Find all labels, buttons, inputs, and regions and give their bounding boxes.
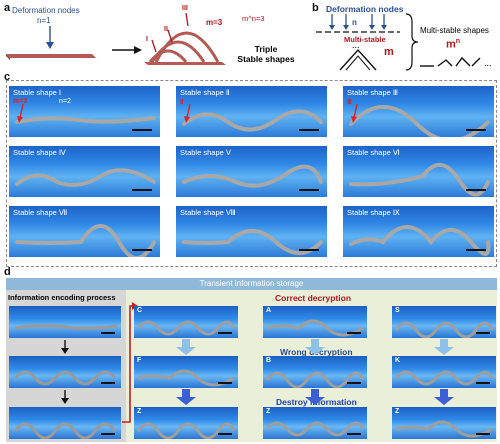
panel-c-frame	[6, 80, 497, 267]
scale-bar	[218, 433, 232, 435]
panel-b-diagram	[316, 13, 481, 71]
decryption-letter: Z	[395, 408, 400, 415]
decryption-letter: A	[266, 307, 272, 314]
decryption-letter: K	[395, 357, 401, 364]
stable-shape-tile: Stable shape Ⅵ	[343, 146, 494, 197]
stable-shape-label: Stable shape Ⅰ	[13, 88, 62, 97]
stable-shape-tile: Stable shape Ⅴ	[176, 146, 327, 197]
panel-b-label: b	[312, 2, 319, 14]
red-arrow-icon	[184, 104, 191, 123]
stable-shape-label: Stable shape Ⅷ	[180, 208, 236, 217]
decryption-letter: B	[266, 357, 272, 364]
scale-bar	[347, 433, 361, 435]
down-arrow-icon	[176, 389, 196, 405]
encoding-step-3	[9, 407, 121, 439]
encoding-step-2	[9, 356, 121, 388]
marker-i: I	[146, 36, 148, 43]
stable-shape-marker: Ⅲ	[347, 99, 352, 106]
stable-shape-label: Stable shape Ⅳ	[13, 148, 66, 157]
decryption-tile: Z	[134, 407, 238, 439]
decryption-letter: C	[137, 307, 143, 314]
scale-bar	[132, 249, 152, 251]
stable-shape-label: Stable shape Ⅵ	[347, 148, 400, 157]
decryption-tile: B	[263, 356, 367, 388]
decryption-letter: F	[137, 357, 142, 364]
decryption-tile: K	[392, 356, 496, 388]
scale-bar	[476, 382, 490, 384]
panel-a-nodes-label: Deformation nodes	[12, 6, 80, 15]
down-arrow-icon	[61, 340, 69, 354]
decryption-tile: F	[134, 356, 238, 388]
down-arrow-icon	[61, 390, 69, 404]
stable-shape-tile: Stable shape Ⅳ	[9, 146, 160, 197]
marker-iii: III	[182, 5, 188, 12]
stable-shape-tile: Stable shape Ⅲ Ⅲ	[343, 86, 494, 137]
stable-shape-label: Stable shape Ⅸ	[347, 208, 400, 217]
down-arrow-icon	[305, 389, 325, 405]
stable-shape-tile: Stable shape Ⅸ	[343, 206, 494, 257]
panel-a-mn-label: m^n=3	[242, 14, 265, 23]
down-arrow-icon	[305, 339, 325, 355]
scale-bar	[299, 129, 319, 131]
panel-b-m-label: m	[384, 46, 394, 58]
decryption-tile: A	[263, 306, 367, 338]
scale-bar	[476, 332, 490, 334]
scale-bar	[299, 189, 319, 191]
down-arrow-icon	[434, 339, 454, 355]
red-arrow-icon	[351, 104, 358, 123]
stable-shape-label: Stable shape Ⅱ	[180, 88, 230, 97]
panel-a-m-label: m=3	[206, 18, 223, 27]
red-arrow-icon	[17, 104, 24, 123]
stable-shape-marker: m=3	[13, 98, 28, 105]
decryption-tile: C	[134, 306, 238, 338]
marker-ii: II	[164, 26, 168, 33]
decryption-letter: Z	[266, 408, 271, 415]
scale-bar	[476, 433, 490, 435]
panel-b-multistable: Multi-stable	[344, 35, 386, 44]
stable-shape-marker: Ⅱ	[180, 99, 184, 106]
stable-shape-marker: n=2	[59, 98, 71, 105]
stable-shape-label: Stable shape Ⅶ	[13, 208, 68, 217]
decryption-letter: Z	[137, 408, 142, 415]
scale-bar	[132, 189, 152, 191]
stable-shape-tile: Stable shape Ⅱ Ⅱ	[176, 86, 327, 137]
scale-bar	[466, 189, 486, 191]
scale-bar	[347, 382, 361, 384]
scale-bar	[218, 332, 232, 334]
encoding-step-1	[9, 306, 121, 338]
decryption-tile: Z	[392, 407, 496, 439]
down-arrow-icon	[434, 389, 454, 405]
stable-shape-tile: Stable shape Ⅶ	[9, 206, 160, 257]
panel-b-ellipsis: ...	[484, 58, 492, 68]
panel-a-n-label: n=1	[37, 16, 51, 25]
panel-c-label: c	[4, 71, 11, 83]
scale-bar	[347, 332, 361, 334]
decryption-letter: S	[395, 307, 400, 314]
scale-bar	[218, 382, 232, 384]
down-arrow-icon	[176, 339, 196, 355]
panel-b-nodes-label: Deformation nodes	[326, 4, 404, 14]
panel-a-result: Triple Stable shapes	[237, 44, 295, 64]
stable-shape-label: Stable shape Ⅲ	[347, 88, 399, 97]
panel-a-label: a	[4, 2, 11, 14]
scale-bar	[132, 129, 152, 131]
panel-b-dots: ...	[352, 40, 360, 50]
scale-bar	[466, 129, 486, 131]
decryption-tile: S	[392, 306, 496, 338]
panel-d-label: d	[4, 266, 11, 278]
panel-a-diagram	[6, 12, 226, 65]
stable-shape-label: Stable shape Ⅴ	[180, 148, 231, 157]
scale-bar	[299, 249, 319, 251]
panel-d-header: Transient information storage	[6, 278, 497, 290]
panel-b-n-label: n	[352, 18, 357, 27]
stable-shape-tile: Stable shape Ⅷ	[176, 206, 327, 257]
panel-b-mn: mn	[446, 38, 461, 51]
decryption-tile: Z	[263, 407, 367, 439]
scale-bar	[466, 249, 486, 251]
encoding-process-title: Information encoding process	[8, 293, 116, 302]
panel-b-shapes-label: Multi-stable shapes	[420, 26, 489, 35]
correct-decryption-title: Correct decryption	[275, 293, 352, 303]
